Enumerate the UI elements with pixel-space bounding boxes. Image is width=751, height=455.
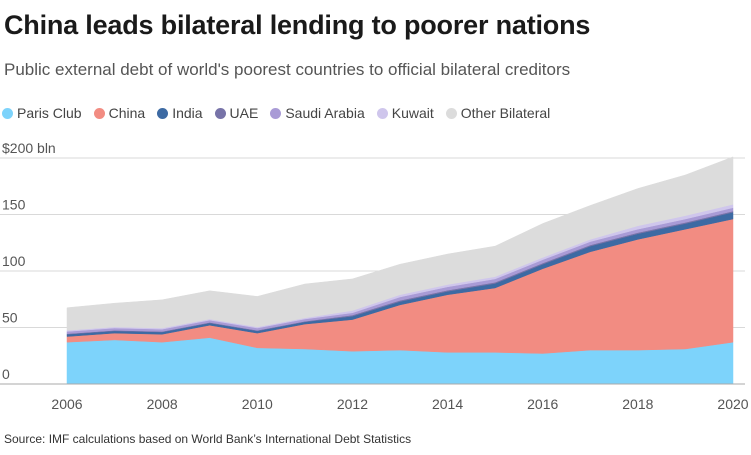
legend-item: China [93, 105, 146, 121]
legend-label: UAE [229, 105, 259, 121]
y-tick-label: 150 [2, 197, 26, 213]
legend-item: Saudi Arabia [270, 105, 365, 121]
x-tick-label: 2020 [717, 396, 748, 412]
source-note: Source: IMF calculations based on World … [4, 432, 412, 446]
axis-layer: $200 bln 150 100 50 0 2006 2008 2010 2012 2014 201… [0, 140, 749, 412]
legend-swatch [2, 107, 13, 119]
chart-legend: Paris Club China India UAE Saudi Arabia Kuwai… [2, 105, 562, 121]
legend-label: Kuwait [391, 105, 434, 121]
area-layer [66, 156, 734, 385]
legend-item: UAE [214, 105, 259, 121]
legend-swatch [93, 107, 105, 119]
legend-item: Paris Club [2, 105, 82, 121]
legend-label: Paris Club [17, 105, 82, 121]
y-tick-label: 0 [2, 366, 10, 382]
legend-swatch [376, 107, 388, 119]
chart-subtitle: Public external debt of world's poorest … [4, 60, 571, 79]
x-tick-label: 2010 [242, 396, 273, 412]
legend-swatch [270, 107, 282, 119]
legend-item: Other Bilateral [445, 105, 551, 121]
chart-title: China leads bilateral lending to poorer … [4, 10, 591, 40]
legend-swatch [157, 107, 169, 119]
y-tick-label: 50 [2, 310, 18, 326]
x-tick-label: 2008 [147, 396, 178, 412]
x-tick-label: 2012 [337, 396, 368, 412]
area-series [66, 156, 734, 331]
legend-label: China [108, 105, 146, 121]
y-tick-label: $200 bln [2, 140, 56, 156]
x-tick-label: 2016 [527, 396, 558, 412]
legend-label: India [172, 105, 203, 121]
legend-label: Saudi Arabia [285, 105, 365, 121]
legend-label: Other Bilateral [460, 105, 551, 121]
legend-item: India [157, 105, 203, 121]
legend-swatch [214, 107, 226, 119]
x-tick-label: 2014 [432, 396, 463, 412]
legend-item: Kuwait [376, 105, 434, 121]
y-tick-label: 100 [2, 253, 26, 269]
x-tick-label: 2006 [51, 396, 82, 412]
x-tick-label: 2018 [622, 396, 653, 412]
legend-swatch [445, 107, 457, 119]
